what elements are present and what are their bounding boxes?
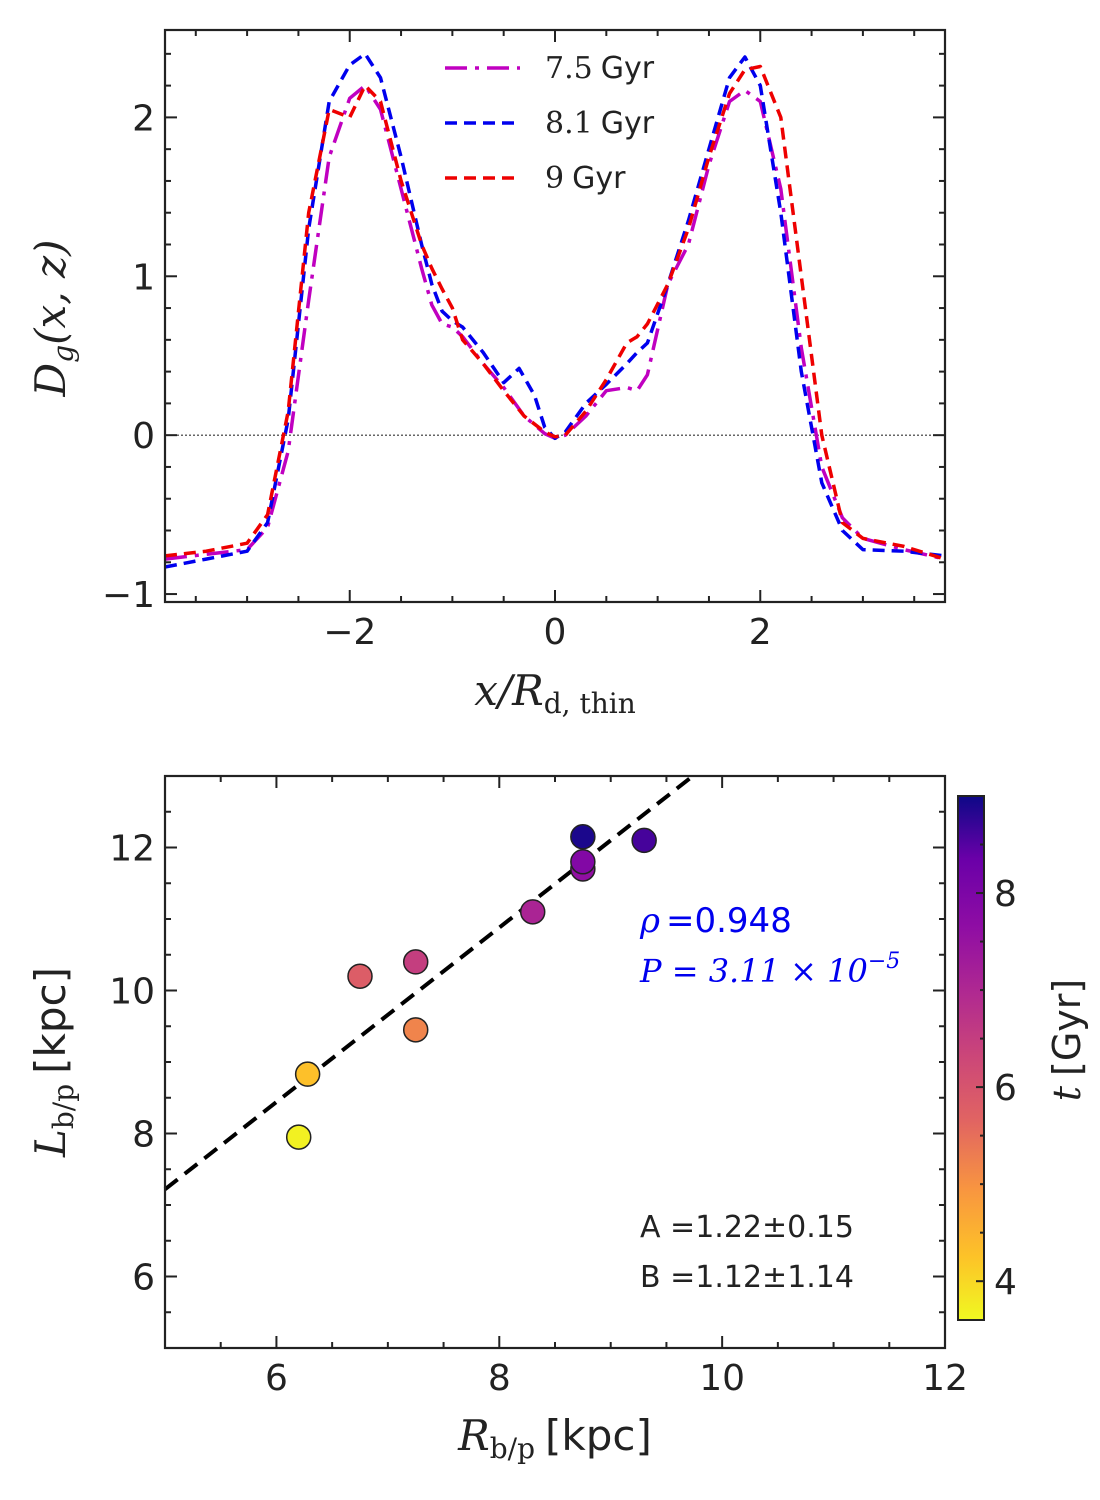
top-y-axis-label: Dg(x, z) <box>26 240 80 398</box>
series-line-1 <box>164 52 946 569</box>
series-line-2 <box>164 64 946 561</box>
x-tick-label: 12 <box>922 1358 968 1399</box>
scatter-point-5 <box>519 899 546 925</box>
scatter-point-1 <box>294 1061 321 1087</box>
rho-value: =0.948 <box>666 901 792 941</box>
colorbar-ticks: 4 6 8 <box>976 795 1017 1303</box>
bottom-tick-labels: 6 8 10 12 6 8 10 12 <box>109 829 968 1400</box>
y-tick-label: −1 <box>102 575 155 616</box>
p-annotation: P = 3.11 × 10−5 <box>639 949 900 990</box>
legend-value-2: 9 <box>545 161 564 196</box>
fit-line <box>163 774 695 1191</box>
legend-label-1: 8.1 Gyr <box>545 106 655 141</box>
colorbar-tick-label: 6 <box>994 1068 1017 1109</box>
scatter-point-0 <box>285 1124 312 1150</box>
y-tick-label: 6 <box>132 1258 155 1299</box>
colorbar-tick-label: 4 <box>994 1262 1017 1303</box>
bottom-y-unit: [kpc] <box>26 967 75 1074</box>
scatter-point-2 <box>402 1017 429 1043</box>
scatter-point-9 <box>631 827 657 854</box>
x-tick-label: 6 <box>265 1358 288 1399</box>
x-tick-label: 0 <box>544 612 567 653</box>
y-tick-label: 1 <box>132 257 155 298</box>
top-tick-marks <box>165 30 945 602</box>
legend-value-1: 8.1 <box>545 106 593 141</box>
legend-label-0: 7.5 Gyr <box>545 51 655 86</box>
bottom-x-axis-label: Rb/p [kpc] <box>457 1411 652 1465</box>
legend-label-2: 9 Gyr <box>545 161 626 196</box>
bottom-panel: 6 8 10 12 6 8 10 12 ρ =0.948 P = 3.11 × 10−5 A =… <box>26 774 1089 1465</box>
scatter-points <box>285 824 657 1150</box>
a-annotation: A =1.22±0.15 <box>640 1210 854 1245</box>
p-exponent: −5 <box>868 949 900 974</box>
y-tick-label: 8 <box>132 1115 155 1156</box>
colorbar-gradient <box>957 795 985 1321</box>
scatter-point-8 <box>570 824 596 850</box>
colorbar-tick-label: 8 <box>994 874 1017 915</box>
scatter-point-4 <box>402 949 429 975</box>
scatter-point-7 <box>570 849 596 875</box>
colorbar-label: t[Gyr] <box>1045 979 1089 1102</box>
y-tick-label: 2 <box>132 98 155 139</box>
y-tick-label: 10 <box>109 972 155 1013</box>
legend-value-0: 7.5 <box>545 51 593 86</box>
bottom-x-unit: [kpc] <box>545 1411 652 1460</box>
legend-unit-1: Gyr <box>601 106 655 141</box>
scatter-point-3 <box>347 963 373 989</box>
bottom-y-axis-label: Lb/p[kpc] <box>26 967 80 1158</box>
legend-unit-2: Gyr <box>572 161 626 196</box>
x-tick-label: 2 <box>749 612 772 653</box>
rho-annotation: ρ =0.948 <box>639 901 792 941</box>
top-x-axis-label: x/Rd, thin <box>474 666 635 720</box>
y-tick-label: 12 <box>109 829 155 870</box>
b-annotation: B =1.12±1.14 <box>640 1260 854 1295</box>
series-line-0 <box>164 83 946 561</box>
colorbar: 4 6 8 t[Gyr] <box>957 795 1089 1321</box>
p-value: P = 3.11 × 10 <box>639 952 868 990</box>
line-series-group <box>164 52 946 569</box>
legend-unit-0: Gyr <box>601 51 655 86</box>
top-tick-labels: −2 0 2 −1 0 1 2 <box>102 98 772 653</box>
bottom-tick-marks <box>165 776 946 1348</box>
x-tick-label: −2 <box>323 612 376 653</box>
x-tick-label: 10 <box>699 1358 745 1399</box>
y-tick-label: 0 <box>132 416 155 457</box>
x-tick-label: 8 <box>488 1358 511 1399</box>
colorbar-unit: [Gyr] <box>1045 979 1089 1076</box>
